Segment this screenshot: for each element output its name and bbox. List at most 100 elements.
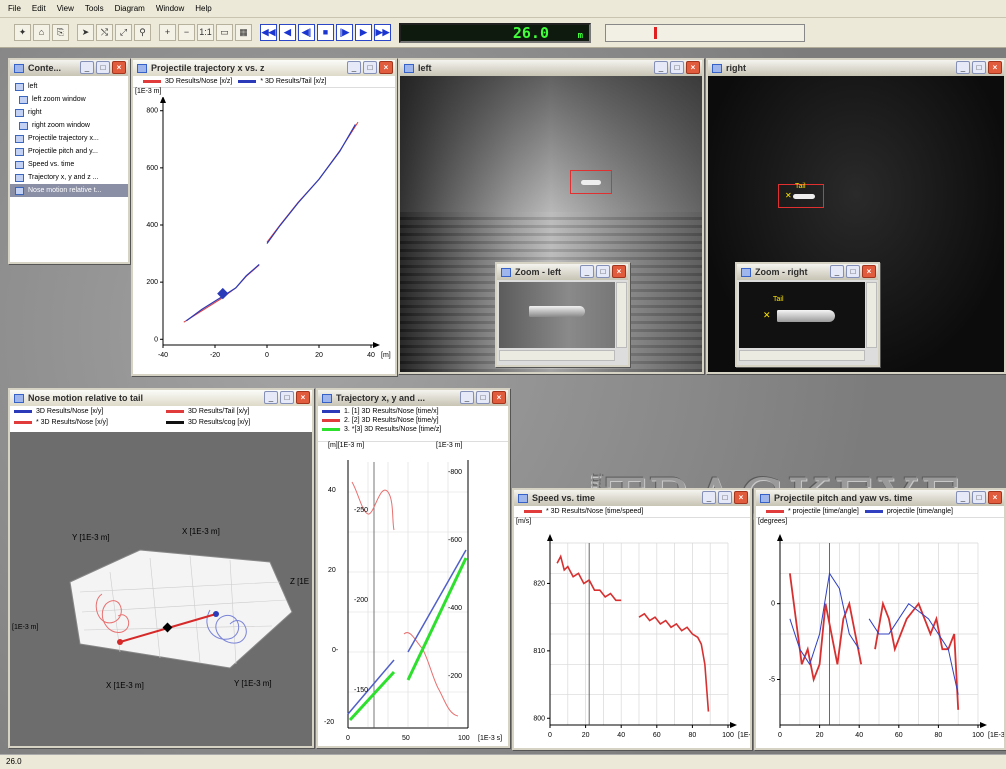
maximize-icon[interactable]: □ <box>596 265 610 278</box>
pointer-icon[interactable]: ➤ <box>77 24 94 41</box>
zoom-in-icon[interactable]: + <box>159 24 176 41</box>
menu-help[interactable]: Help <box>195 4 212 13</box>
frame-back-icon[interactable]: ◀| <box>298 24 315 41</box>
fast-forward-icon[interactable]: ▶▶ <box>374 24 391 41</box>
step-back-icon[interactable]: ◀ <box>279 24 296 41</box>
magnifier-icon[interactable]: ⚲ <box>134 24 151 41</box>
right-camera-titlebar[interactable]: right _ □ × <box>708 60 1004 76</box>
maximize-icon[interactable]: □ <box>96 61 110 74</box>
trajectory-xyz-window[interactable]: Trajectory x, y and ... _ □ × 1. [1] 3D Re… <box>316 388 510 748</box>
maximize-icon[interactable]: □ <box>972 61 986 74</box>
close-icon[interactable]: × <box>612 265 626 278</box>
left-camera-titlebar[interactable]: left _ □ × <box>400 60 702 76</box>
zoom-right-window[interactable]: Zoom - right _ □ × Tail ✕ <box>735 262 880 367</box>
open-file-icon[interactable]: ⌂ <box>33 24 50 41</box>
tree-item[interactable]: left zoom window <box>10 93 128 106</box>
time-slider[interactable] <box>605 23 805 42</box>
pitch-yaw-titlebar[interactable]: Projectile pitch and yaw vs. time _ □ × <box>756 490 1004 506</box>
pitch-yaw-chart[interactable]: 0 20 40 60 80 100 -5 0 [1E-3 s] <box>756 527 1004 749</box>
contents-icon <box>14 63 24 73</box>
menu-edit[interactable]: Edit <box>31 4 46 13</box>
menu-window[interactable]: Window <box>155 4 185 13</box>
tree-item[interactable]: right zoom window <box>10 119 128 132</box>
minimize-icon[interactable]: _ <box>956 491 970 504</box>
horizontal-scrollbar[interactable] <box>499 350 615 361</box>
menu-file[interactable]: File <box>8 4 21 13</box>
close-icon[interactable]: × <box>379 61 393 74</box>
maximize-icon[interactable]: □ <box>476 391 490 404</box>
zoom-left-window[interactable]: Zoom - left _ □ × <box>495 262 630 367</box>
minimize-icon[interactable]: _ <box>956 61 970 74</box>
tree-item[interactable]: left <box>10 80 128 93</box>
vertical-scrollbar[interactable] <box>616 282 627 348</box>
menu-diagram[interactable]: Diagram <box>114 4 145 13</box>
grid-icon[interactable]: ▦ <box>235 24 252 41</box>
maximize-icon[interactable]: □ <box>363 61 377 74</box>
vertical-scrollbar[interactable] <box>866 282 877 348</box>
minimize-icon[interactable]: _ <box>580 265 594 278</box>
close-icon[interactable]: × <box>988 491 1002 504</box>
close-icon[interactable]: × <box>296 391 310 404</box>
close-icon[interactable]: × <box>862 265 876 278</box>
contents-window[interactable]: Conte... _ □ × left left zoom window right… <box>8 58 130 264</box>
close-icon[interactable]: × <box>988 61 1002 74</box>
tracking-box[interactable]: Tail ✕ <box>778 183 824 208</box>
track-tool-icon[interactable]: ⤭ <box>96 24 113 41</box>
close-icon[interactable]: × <box>686 61 700 74</box>
nose-motion-titlebar[interactable]: Nose motion relative to tail _ □ × <box>10 390 312 406</box>
speed-window[interactable]: Speed vs. time _ □ × * 3D Results/Nose [ti… <box>512 488 752 750</box>
minimize-icon[interactable]: _ <box>80 61 94 74</box>
left-camera-image[interactable] <box>400 76 702 372</box>
maximize-icon[interactable]: □ <box>846 265 860 278</box>
speed-chart[interactable]: 0 20 40 60 80 100 800 810 820 [1E-3 s] <box>514 527 750 749</box>
zoom-out-icon[interactable]: − <box>178 24 195 41</box>
contents-titlebar[interactable]: Conte... _ □ × <box>10 60 128 76</box>
nose-motion-3d-plot[interactable]: Y [1E-3 m] X [1E-3 m] Z [1E [1E-3 m] X [… <box>10 432 312 742</box>
minimize-icon[interactable]: _ <box>830 265 844 278</box>
minimize-icon[interactable]: _ <box>702 491 716 504</box>
maximize-icon[interactable]: □ <box>972 491 986 504</box>
menu-view[interactable]: View <box>56 4 74 13</box>
minimize-icon[interactable]: _ <box>347 61 361 74</box>
tree-item[interactable]: Speed vs. time <box>10 158 128 171</box>
slider-thumb[interactable] <box>654 26 657 39</box>
speed-titlebar[interactable]: Speed vs. time _ □ × <box>514 490 750 506</box>
close-icon[interactable]: × <box>734 491 748 504</box>
minimize-icon[interactable]: _ <box>654 61 668 74</box>
zoom-right-titlebar[interactable]: Zoom - right _ □ × <box>737 264 878 280</box>
tree-item-selected[interactable]: Nose motion relative t... <box>10 184 128 197</box>
tracking-box[interactable] <box>570 170 612 194</box>
horizontal-scrollbar[interactable] <box>739 350 865 361</box>
close-icon[interactable]: × <box>112 61 126 74</box>
maximize-icon[interactable]: □ <box>670 61 684 74</box>
nose-motion-window[interactable]: Nose motion relative to tail _ □ × 3D Resu… <box>8 388 314 748</box>
tree-item[interactable]: Projectile trajectory x... <box>10 132 128 145</box>
trajectory-xyz-titlebar[interactable]: Trajectory x, y and ... _ □ × <box>318 390 508 406</box>
new-file-icon[interactable]: ✦ <box>14 24 31 41</box>
minimize-icon[interactable]: _ <box>264 391 278 404</box>
zoom-left-titlebar[interactable]: Zoom - left _ □ × <box>497 264 628 280</box>
trajectory-xz-window[interactable]: Projectile trajectory x vs. z _ □ × 3D Res… <box>131 58 397 376</box>
play-icon[interactable]: ▶ <box>355 24 372 41</box>
measure-tool-icon[interactable]: ⤢ <box>115 24 132 41</box>
maximize-icon[interactable]: □ <box>718 491 732 504</box>
rewind-icon[interactable]: ◀◀ <box>260 24 277 41</box>
tree-item[interactable]: Projectile pitch and y... <box>10 145 128 158</box>
stop-icon[interactable]: ■ <box>317 24 334 41</box>
zoom-right-image[interactable]: Tail ✕ <box>739 282 865 348</box>
trajectory-xz-titlebar[interactable]: Projectile trajectory x vs. z _ □ × <box>133 60 395 76</box>
maximize-icon[interactable]: □ <box>280 391 294 404</box>
tree-item[interactable]: right <box>10 106 128 119</box>
tree-item[interactable]: Trajectory x, y and z ... <box>10 171 128 184</box>
ratio-button[interactable]: 1:1 <box>197 24 214 41</box>
zoom-left-image[interactable] <box>499 282 615 348</box>
minimize-icon[interactable]: _ <box>460 391 474 404</box>
menu-tools[interactable]: Tools <box>84 4 104 13</box>
copy-icon[interactable]: ⎘ <box>52 24 69 41</box>
fit-window-icon[interactable]: ▭ <box>216 24 233 41</box>
pitch-yaw-window[interactable]: Projectile pitch and yaw vs. time _ □ × * … <box>754 488 1006 750</box>
close-icon[interactable]: × <box>492 391 506 404</box>
frame-forward-icon[interactable]: |▶ <box>336 24 353 41</box>
